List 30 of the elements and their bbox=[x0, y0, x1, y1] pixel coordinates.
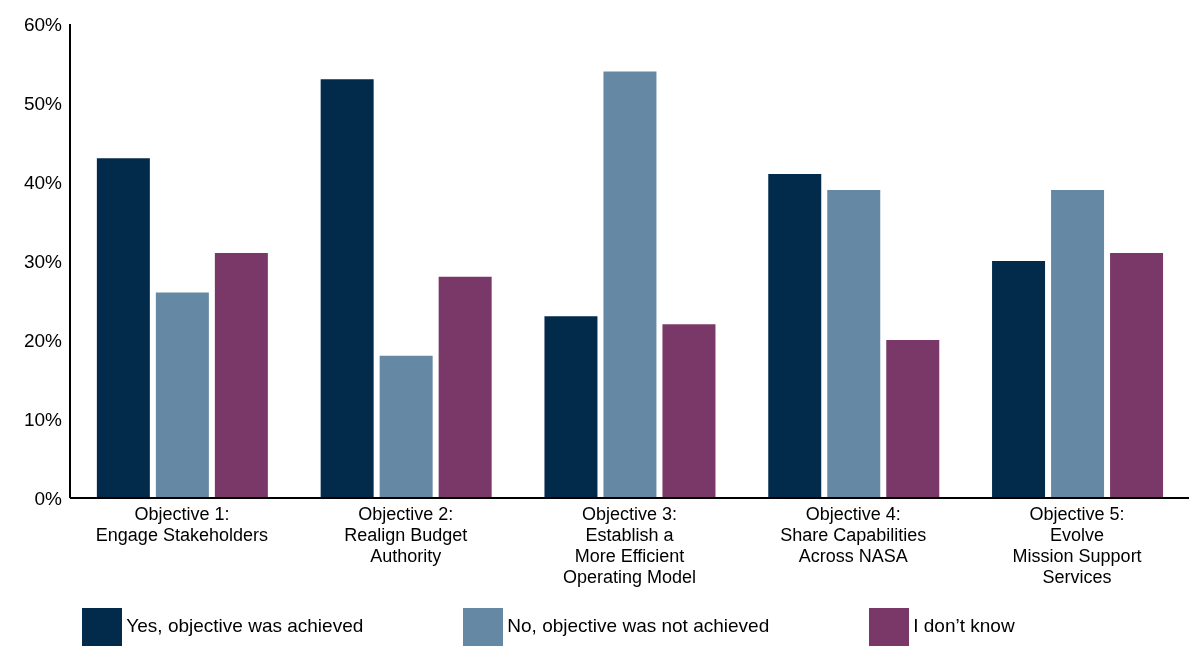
bar bbox=[827, 189, 881, 498]
x-tick-label: Objective 2: Realign Budget Authority bbox=[344, 504, 468, 566]
bar bbox=[320, 79, 374, 498]
y-tick-label: 50% bbox=[23, 92, 63, 114]
y-tick-label: 30% bbox=[23, 250, 63, 272]
y-tick-label: 20% bbox=[23, 329, 63, 351]
bar bbox=[379, 355, 433, 498]
legend-label: Yes, objective was achieved bbox=[126, 614, 364, 636]
bar bbox=[1051, 189, 1105, 498]
y-tick-label: 60% bbox=[23, 13, 63, 35]
bar bbox=[992, 261, 1046, 498]
x-tick-label: Objective 4: Share Capabilities Across NASA bbox=[780, 504, 927, 566]
y-tick-label: 0% bbox=[34, 487, 63, 509]
bar bbox=[603, 71, 657, 498]
x-tick-label: Objective 5: Evolve Mission Support Services bbox=[1012, 504, 1142, 587]
legend-label: No, objective was not achieved bbox=[507, 614, 770, 636]
bar bbox=[438, 276, 492, 498]
bar bbox=[768, 174, 822, 498]
x-tick-label: Objective 1: Engage Stakeholders bbox=[95, 504, 268, 545]
bar bbox=[96, 158, 150, 498]
bar bbox=[214, 253, 268, 498]
y-tick-label: 40% bbox=[23, 171, 63, 193]
legend-label: I don’t know bbox=[913, 614, 1015, 636]
bar bbox=[662, 324, 716, 498]
bar bbox=[1110, 253, 1164, 498]
bar bbox=[155, 292, 209, 498]
bar bbox=[544, 316, 598, 498]
x-tick-label: Objective 3: Establish a More Efficient Operating Model bbox=[562, 504, 697, 587]
y-tick-label: 10% bbox=[23, 408, 63, 430]
bar bbox=[886, 340, 940, 498]
